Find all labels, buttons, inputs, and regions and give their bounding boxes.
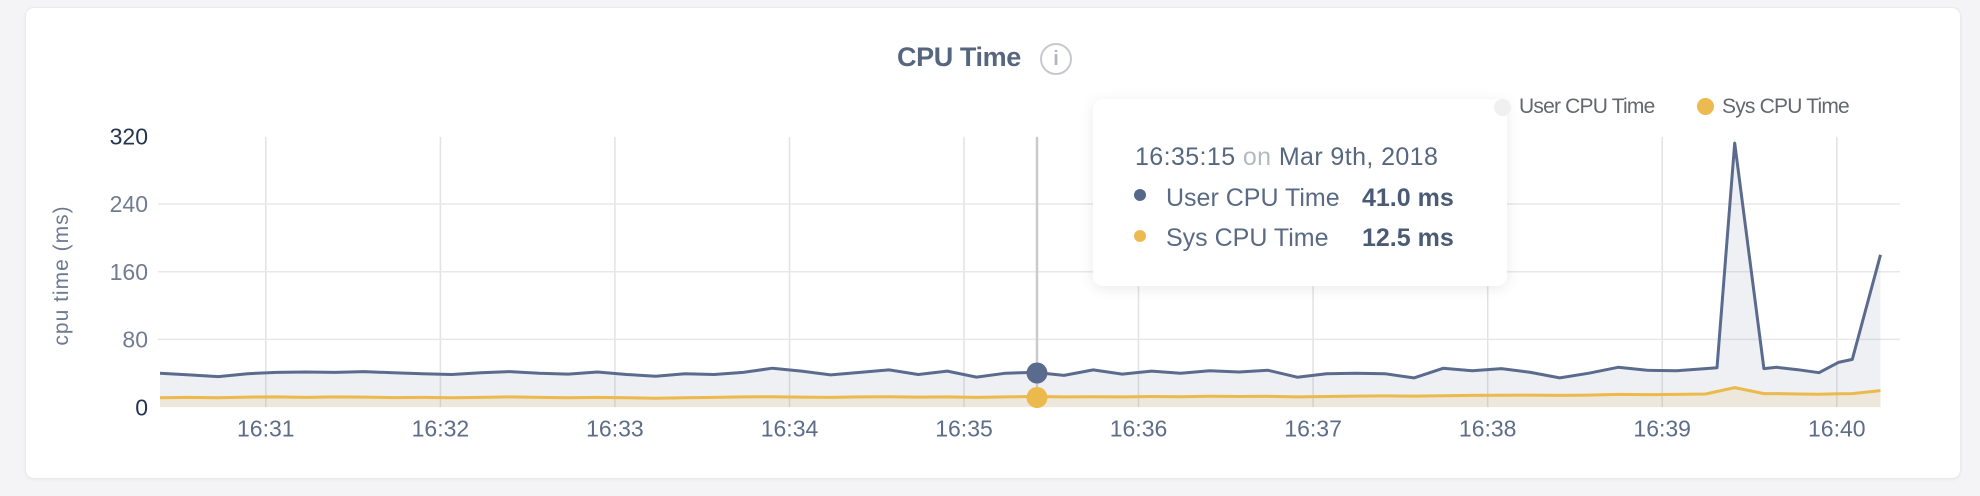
svg-text:16:39: 16:39 <box>1633 416 1691 442</box>
svg-text:16:33: 16:33 <box>586 416 644 442</box>
svg-text:16:37: 16:37 <box>1284 416 1342 442</box>
svg-text:16:32: 16:32 <box>412 416 470 442</box>
svg-text:160: 160 <box>110 259 148 285</box>
svg-text:16:35: 16:35 <box>935 416 993 442</box>
svg-text:320: 320 <box>110 124 148 150</box>
svg-text:16:40: 16:40 <box>1808 416 1866 442</box>
svg-text:16:31: 16:31 <box>237 416 295 442</box>
svg-text:cpu time (ms): cpu time (ms) <box>50 205 73 345</box>
svg-text:0: 0 <box>135 394 148 420</box>
svg-text:16:36: 16:36 <box>1110 416 1168 442</box>
svg-text:16:34: 16:34 <box>761 416 819 442</box>
svg-text:240: 240 <box>110 191 148 217</box>
svg-text:16:38: 16:38 <box>1459 416 1517 442</box>
svg-text:80: 80 <box>122 327 148 353</box>
